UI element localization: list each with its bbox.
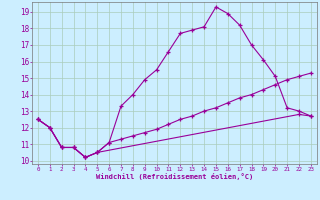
X-axis label: Windchill (Refroidissement éolien,°C): Windchill (Refroidissement éolien,°C) (96, 173, 253, 180)
